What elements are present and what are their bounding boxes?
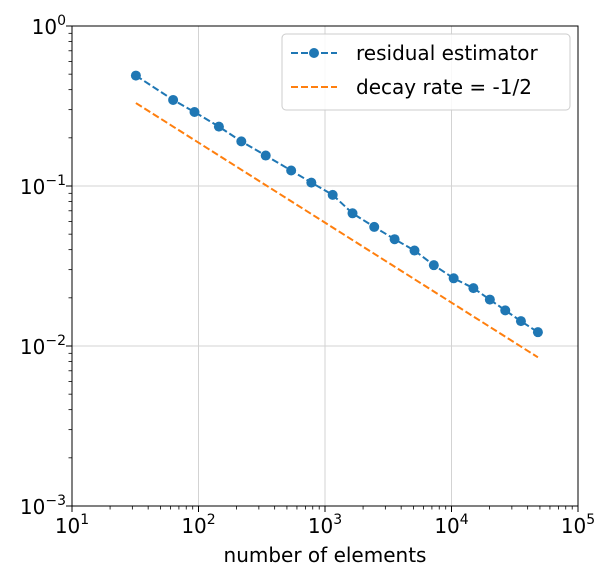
data-point-0-7: [306, 177, 317, 188]
data-point-0-19: [532, 327, 543, 338]
x-tick-label-0: 101: [55, 512, 89, 538]
data-point-0-17: [500, 305, 511, 316]
data-point-0-18: [515, 316, 526, 327]
data-point-0-16: [484, 294, 495, 305]
x-tick-label-1: 102: [181, 512, 215, 538]
data-point-0-5: [260, 150, 271, 161]
major-ticks: [66, 25, 579, 512]
data-point-0-0: [130, 70, 141, 81]
data-point-0-12: [409, 245, 420, 256]
data-point-0-6: [286, 165, 297, 176]
data-point-0-1: [168, 94, 179, 105]
data-point-0-2: [189, 107, 200, 118]
x-tick-label-4: 105: [561, 512, 595, 538]
data-point-0-9: [347, 208, 358, 219]
y-tick-label-1: 10−2: [20, 333, 66, 359]
y-tick-label-2: 10−1: [20, 173, 66, 199]
data-point-0-14: [448, 273, 459, 284]
legend-box: [281, 33, 571, 111]
data-point-0-4: [236, 136, 247, 147]
data-point-0-8: [327, 189, 338, 200]
legend-marker-residual: [309, 48, 319, 58]
data-point-0-10: [369, 221, 380, 232]
series-line-1: [135, 102, 539, 359]
x-axis-label: number of elements: [224, 543, 427, 567]
data-point-0-15: [468, 283, 479, 294]
y-tick-label-0: 10−3: [20, 493, 66, 519]
legend: residual estimator decay rate = -1/2: [281, 33, 571, 111]
legend-label-decay: decay rate = -1/2: [356, 75, 532, 99]
y-tick-label-3: 100: [32, 13, 66, 39]
x-tick-label-2: 103: [308, 512, 342, 538]
data-point-0-3: [213, 121, 224, 132]
x-tick-label-3: 104: [434, 512, 468, 538]
data-point-0-13: [428, 260, 439, 271]
series-layer: [130, 70, 543, 359]
legend-label-residual: residual estimator: [356, 41, 539, 65]
minor-ticks: [68, 32, 573, 510]
data-point-0-11: [389, 234, 400, 245]
